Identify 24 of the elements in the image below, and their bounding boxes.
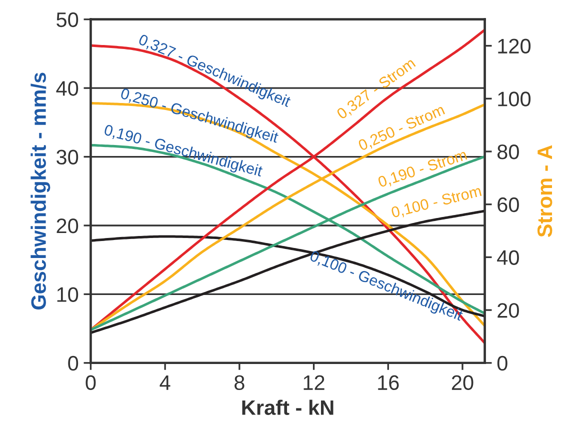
y-tick-label: 50 — [56, 12, 78, 28]
y-tick-label: 0 — [68, 356, 78, 371]
y2-tick-label: 80 — [497, 144, 519, 160]
x-tick-label: 0 — [86, 375, 96, 390]
y-tick-label: 30 — [56, 150, 78, 165]
x-tick-label: 8 — [234, 375, 244, 390]
x-tick-label: 12 — [304, 375, 324, 390]
y-tick-label: 20 — [56, 218, 78, 234]
y-axis-title: Geschwindigkeit - mm/s — [30, 72, 50, 310]
y2-tick-label: 20 — [498, 303, 519, 318]
x-tick-label: 16 — [378, 375, 399, 390]
x-tick-label: 4 — [160, 375, 170, 390]
y2-tick-label: 100 — [498, 92, 531, 106]
x-axis-title: Kraft - kN — [242, 400, 334, 416]
y2-tick-label: 60 — [498, 197, 519, 212]
y2-tick-label: 120 — [498, 38, 531, 54]
x-tick-label: 20 — [452, 375, 474, 390]
y2-axis-title: Strom - A — [537, 145, 552, 238]
annotation: 0,100 - Strom — [390, 188, 482, 218]
y-tick-label: 10 — [57, 287, 78, 302]
y2-tick-label: 0 — [497, 356, 508, 371]
annotation: 0,190 - Strom — [377, 149, 468, 190]
y2-tick-label: 40 — [497, 250, 519, 265]
y-tick-label: 40 — [56, 81, 78, 96]
